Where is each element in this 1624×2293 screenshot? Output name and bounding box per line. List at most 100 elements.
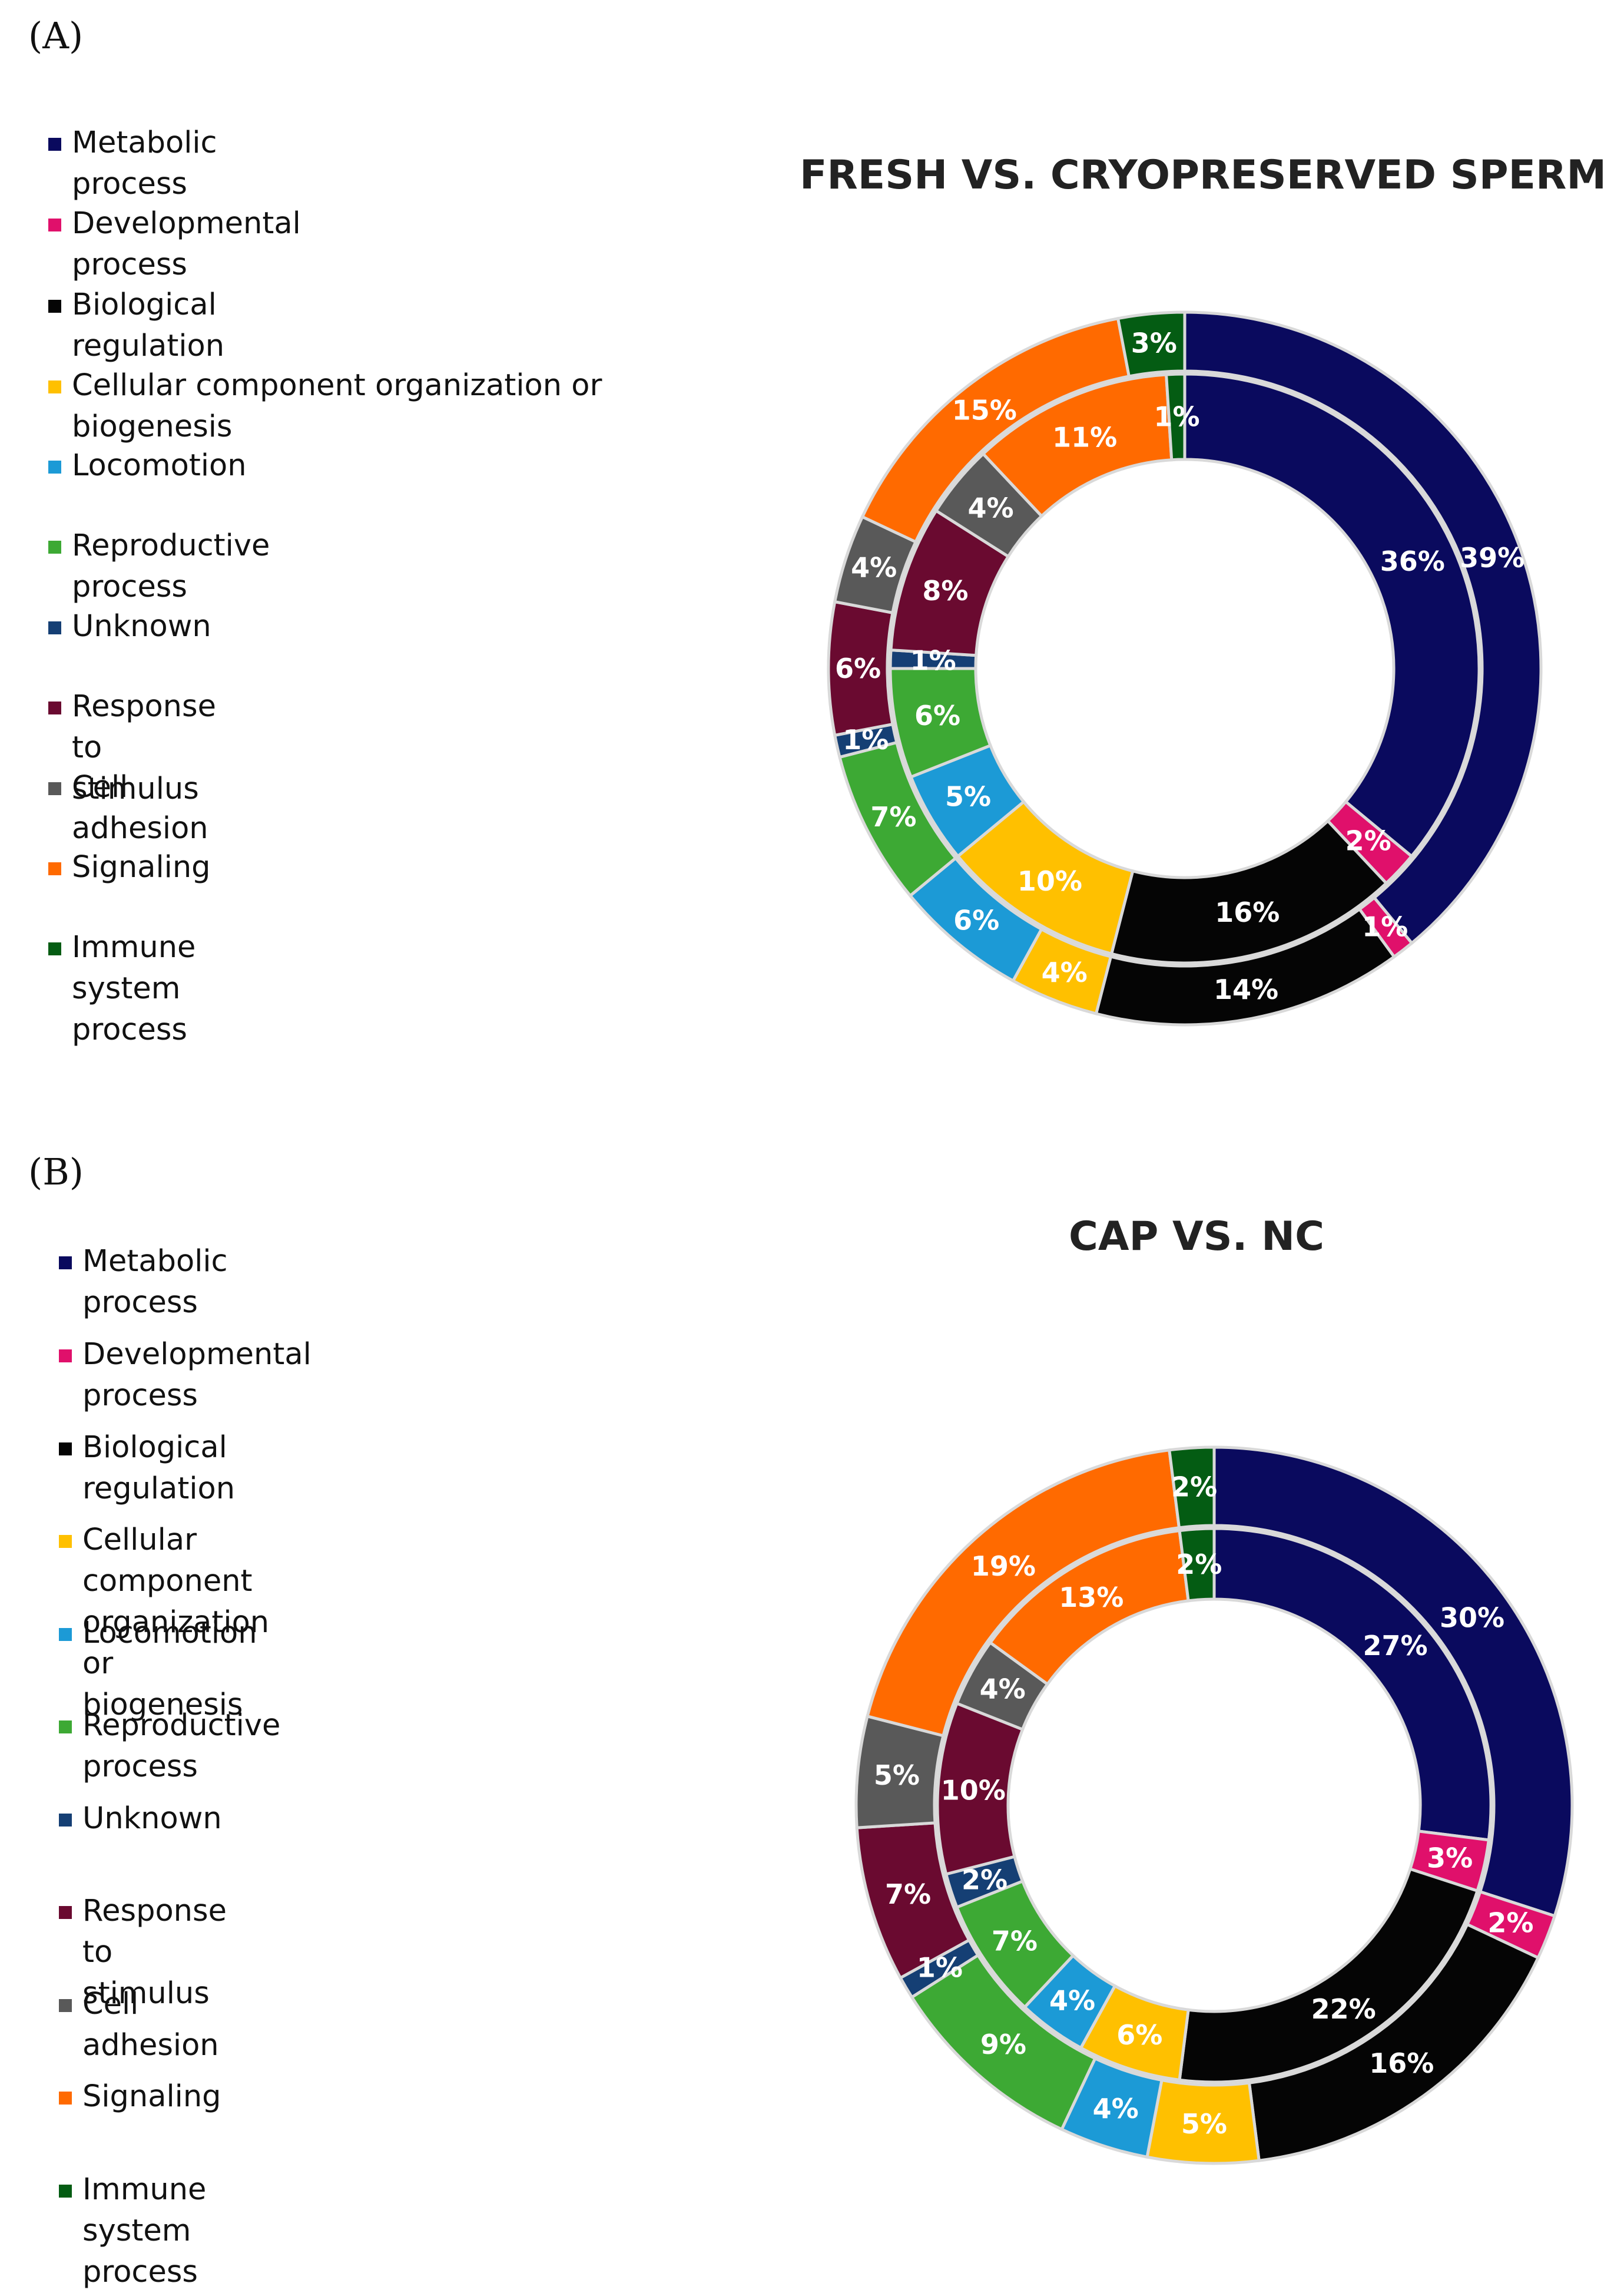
chart-title: FRESH VS. CRYOPRESERVED SPERM — [800, 152, 1606, 198]
legend-swatch-biological-regulation — [59, 1442, 72, 1455]
legend-label: Signaling — [82, 2079, 221, 2114]
outer-label-immune-system-process: 3% — [1131, 327, 1177, 359]
inner-label-developmental-process: 2% — [1345, 825, 1391, 857]
inner-slice-immune-system-process — [1178, 1527, 1216, 1603]
chart-segments — [827, 310, 1543, 1027]
inner-label-signaling: 11% — [1052, 422, 1117, 454]
legend-swatch-reproductive-process — [48, 541, 61, 554]
legend-item-developmental-process: Developmental process — [48, 203, 301, 286]
outer-label-cellular-component-organization-or-biogenesis: 5% — [1181, 2108, 1227, 2140]
panel-label: (A) — [28, 14, 84, 57]
inner-label-biological-regulation: 22% — [1311, 1993, 1376, 2025]
legend-label: Immune system process — [72, 930, 196, 1047]
legend-item-cellular-component-organization: Cellular component organization or bioge… — [59, 1520, 269, 1726]
outer-label-cell-adhesion: 4% — [851, 551, 897, 583]
legend-label: Signaling — [72, 850, 211, 885]
inner-label-developmental-process: 3% — [1427, 1842, 1473, 1874]
legend-item-unknown: Unknown — [59, 1798, 222, 1839]
legend-item-response-to-stimulus: Response to stimulus — [48, 686, 216, 810]
outer-slice-metabolic-process — [1212, 1445, 1574, 1918]
legend-swatch-immune-system-process — [48, 942, 61, 955]
inner-slice-metabolic-process — [1183, 372, 1481, 859]
panel-a: (A) Metabolic process Developmental proc… — [0, 0, 1624, 1136]
inner-slice-metabolic-process — [1212, 1527, 1493, 1842]
legend-label: Developmental process — [72, 206, 301, 282]
legend-swatch-response-to-stimulus — [48, 702, 61, 714]
legend-label: Metabolic process — [82, 1244, 228, 1320]
inner-label-biological-regulation: 16% — [1215, 896, 1280, 928]
legend-item-metabolic-process: Metabolic process — [59, 1241, 228, 1323]
legend-label: Biological regulation — [72, 287, 225, 363]
outer-label-biological-regulation: 14% — [1214, 974, 1278, 1005]
chart-segments — [854, 1445, 1574, 2165]
chart-data-labels: 30% 2% 16% 5% 4% 9% 1% 7% 5% 19% 2% 27% 3% 22% 6% 4% 7% 2… — [874, 1471, 1534, 2140]
legend-swatch-biological-regulation — [48, 300, 61, 313]
donut-chart: FRESH VS. CRYOPRESERVED SPERM 39% 1% 14% 4%… — [800, 152, 1606, 1027]
legend-item-locomotion: Locomotion — [48, 445, 247, 487]
outer-label-immune-system-process: 2% — [1171, 1471, 1217, 1503]
legend-swatch-cell-adhesion — [48, 782, 61, 795]
legend-swatch-immune-system-process — [59, 2185, 72, 2198]
outer-label-developmental-process: 1% — [1362, 911, 1408, 943]
legend-label: Reproductive process — [72, 528, 270, 604]
legend-swatch-cellular-component-organization — [59, 1535, 72, 1548]
inner-slice-immune-system-process — [1164, 372, 1186, 462]
legend-item-response-to-stimulus: Response to stimulus — [59, 1891, 227, 2014]
inner-label-signaling: 13% — [1059, 1581, 1123, 1613]
legend-label: Metabolic process — [72, 125, 217, 201]
legend-swatch-cell-adhesion — [59, 1999, 72, 2012]
inner-label-immune-system-process: 2% — [1176, 1548, 1222, 1580]
legend-item-immune-system-process: Immune system process — [48, 927, 195, 1051]
legend-swatch-signaling — [59, 2092, 72, 2105]
legend-label: Biological regulation — [82, 1430, 236, 1506]
outer-label-cell-adhesion: 5% — [874, 1759, 920, 1791]
inner-label-metabolic-process: 36% — [1380, 545, 1445, 577]
outer-label-signaling: 19% — [971, 1550, 1036, 1582]
legend-item-locomotion: Locomotion — [59, 1613, 257, 1654]
inner-label-cellular-component-organization-or-biogenesis: 10% — [1018, 865, 1082, 897]
inner-label-cell-adhesion: 4% — [980, 1673, 1026, 1705]
legend-label: Cell adhesion — [72, 770, 208, 846]
legend-label: Unknown — [72, 609, 211, 644]
legend-swatch-metabolic-process — [48, 138, 61, 151]
donut-chart: CAP VS. NC 30% 2% 16% 5% 4% 9% 1% 7% 5% 19% 2% 27% 3… — [854, 1213, 1574, 2165]
outer-slice-metabolic-process — [1183, 310, 1543, 945]
outer-label-cellular-component-organization-or-biogenesis: 4% — [1042, 957, 1088, 988]
legend-label: Reproductive process — [82, 1708, 281, 1784]
outer-label-metabolic-process: 30% — [1440, 1602, 1504, 1634]
legend-label: Cellular component organization or bioge… — [82, 1523, 270, 1722]
inner-label-metabolic-process: 27% — [1363, 1630, 1427, 1662]
legend-label: Locomotion — [72, 448, 247, 483]
legend-swatch-metabolic-process — [59, 1256, 72, 1269]
legend-swatch-locomotion — [48, 461, 61, 474]
outer-label-signaling: 15% — [952, 394, 1017, 426]
panel-b: (B) Metabolic process Developmental proc… — [0, 1136, 1624, 2289]
legend-label: Cellular component organization or bioge… — [72, 368, 602, 444]
outer-label-reproductive-process: 9% — [980, 2029, 1026, 2060]
inner-label-cell-adhesion: 4% — [968, 492, 1014, 524]
legend-item-cell-adhesion: Cell adhesion — [48, 767, 208, 849]
inner-label-response-to-stimulus: 10% — [941, 1774, 1006, 1806]
legend-swatch-cellular-component-organization — [48, 380, 61, 393]
outer-label-developmental-process: 2% — [1487, 1907, 1533, 1938]
panel-label: (B) — [28, 1150, 84, 1193]
legend-label: Unknown — [82, 1801, 222, 1836]
legend-item-reproductive-process: Reproductive process — [59, 1705, 280, 1788]
legend-swatch-developmental-process — [48, 219, 61, 231]
outer-label-response-to-stimulus: 6% — [835, 653, 881, 684]
legend-item-biological-regulation: Biological regulation — [48, 284, 224, 367]
outer-label-biological-regulation: 16% — [1369, 2047, 1434, 2079]
chart-title: CAP VS. NC — [1069, 1213, 1324, 1260]
legend-label: Locomotion — [82, 1616, 257, 1650]
legend-label: Response to stimulus — [82, 1894, 227, 2011]
outer-label-unknown: 1% — [917, 1952, 963, 1984]
outer-label-metabolic-process: 39% — [1460, 542, 1524, 574]
inner-label-response-to-stimulus: 8% — [922, 575, 968, 607]
inner-label-reproductive-process: 6% — [914, 700, 960, 732]
legend-item-metabolic-process: Metabolic process — [48, 123, 217, 205]
outer-label-locomotion: 6% — [953, 905, 999, 937]
outer-label-response-to-stimulus: 7% — [885, 1878, 931, 1910]
legend-label: Response to stimulus — [72, 689, 216, 806]
inner-label-reproductive-process: 7% — [992, 1925, 1038, 1957]
legend-item-cellular-component-organization: Cellular component organization or bioge… — [48, 365, 637, 448]
